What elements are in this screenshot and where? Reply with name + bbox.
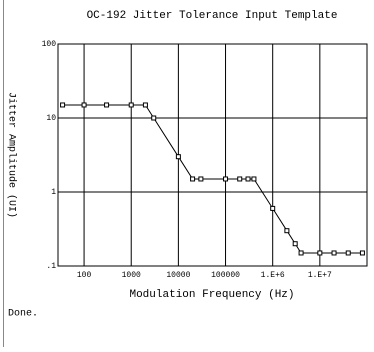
y-tick-label: .1 <box>46 262 56 271</box>
x-tick-label: 1.E+7 <box>308 271 332 280</box>
x-tick-label: 1.E+6 <box>261 271 285 280</box>
data-point <box>198 176 204 182</box>
y-tick-label: 10 <box>46 114 56 123</box>
y-tick-label: 100 <box>42 40 57 49</box>
data-point <box>190 176 196 182</box>
x-tick-label: 10000 <box>166 271 190 280</box>
y-axis-label: Jitter Amplitude (UI) <box>5 92 17 218</box>
data-point <box>128 102 134 108</box>
data-point <box>270 205 276 211</box>
y-tick-label: 1 <box>51 188 56 197</box>
data-point <box>60 102 66 108</box>
data-point <box>104 102 110 108</box>
data-point <box>151 115 157 121</box>
data-point <box>142 102 148 108</box>
data-point <box>298 250 304 256</box>
data-point <box>81 102 87 108</box>
data-point <box>251 176 257 182</box>
data-point <box>292 241 298 247</box>
status-text: Done. <box>8 309 38 320</box>
x-tick-label: 100 <box>77 271 92 280</box>
data-point <box>345 250 351 256</box>
chart-title: OC-192 Jitter Tolerance Input Template <box>87 10 338 22</box>
data-point <box>223 176 229 182</box>
data-point <box>359 250 365 256</box>
data-point <box>245 176 251 182</box>
x-axis-label: Modulation Frequency (Hz) <box>129 289 294 301</box>
x-tick-label: 1000 <box>122 271 141 280</box>
data-point <box>284 228 290 234</box>
x-tick-label: 100000 <box>211 271 240 280</box>
plot-frame <box>57 43 368 267</box>
data-point <box>317 250 323 256</box>
data-point <box>331 250 337 256</box>
data-point <box>175 154 181 160</box>
data-point <box>237 176 243 182</box>
series-line <box>62 104 363 254</box>
